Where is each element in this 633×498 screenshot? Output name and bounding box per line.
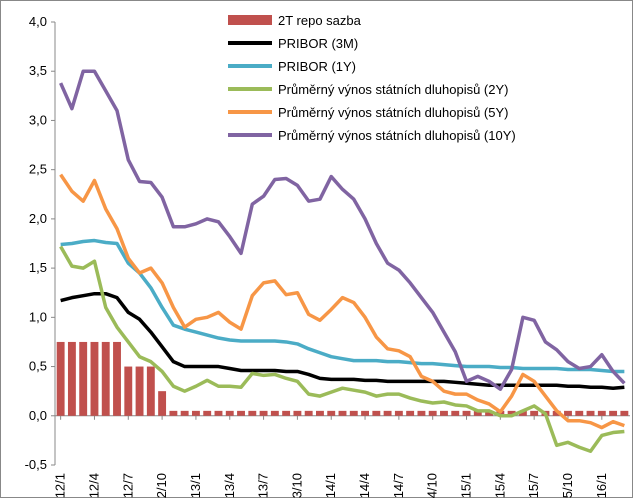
- legend-label: Průměrný výnos státních dluhopisů (10Y): [278, 128, 516, 143]
- legend-swatch: [228, 15, 272, 25]
- bar: [473, 410, 482, 416]
- bar: [191, 410, 200, 416]
- bar: [180, 410, 189, 416]
- y-tick-label: 4,0: [29, 14, 47, 29]
- x-tick-label: 2015/1: [459, 473, 474, 498]
- bar: [135, 366, 144, 416]
- bar: [518, 410, 527, 416]
- bar: [462, 410, 471, 416]
- line-series: [60, 238, 625, 374]
- legend-label: PRIBOR (3M): [278, 36, 358, 51]
- y-tick-label: 0,5: [29, 359, 47, 374]
- legend-label: Průměrný výnos státních dluhopisů (5Y): [278, 105, 509, 120]
- bar: [113, 341, 121, 416]
- bar: [507, 410, 516, 416]
- bar: [158, 391, 167, 416]
- y-tick-label: 3,5: [29, 63, 47, 78]
- x-tick-label: 2014/4: [357, 473, 372, 498]
- bar: [259, 410, 268, 416]
- bar: [327, 410, 336, 416]
- bar: [270, 410, 279, 416]
- bar: [530, 410, 539, 416]
- bar: [485, 410, 494, 416]
- line-series: [59, 69, 626, 391]
- bar: [440, 410, 448, 416]
- line-series: [59, 173, 625, 430]
- bar: [101, 341, 110, 416]
- bar: [338, 410, 347, 416]
- x-tick-label: 2014/1: [323, 473, 338, 498]
- bar: [620, 410, 629, 416]
- x-tick-label: 2012/1: [53, 473, 68, 498]
- bar: [237, 410, 245, 416]
- bar: [564, 410, 572, 416]
- bar: [406, 410, 415, 416]
- y-tick-label: 1,0: [29, 309, 47, 324]
- bar: [349, 410, 358, 416]
- y-tick-label: 2,0: [29, 211, 47, 226]
- x-tick-label: 2014/7: [391, 473, 406, 498]
- bar: [225, 410, 234, 416]
- x-tick-label: 2014/10: [425, 473, 440, 498]
- x-tick-label: 2016/1: [594, 473, 609, 498]
- bar: [214, 410, 223, 416]
- x-tick-label: 2012/10: [154, 473, 169, 498]
- legend-label: Průměrný výnos státních dluhopisů (2Y): [278, 82, 509, 97]
- x-tick-label: 2015/7: [526, 473, 541, 498]
- y-tick-label: 2,5: [29, 162, 47, 177]
- legend-label: 2T repo sazba: [278, 13, 362, 28]
- bar: [383, 410, 392, 416]
- bar: [169, 410, 178, 416]
- bar: [428, 410, 437, 416]
- y-tick-label: 3,0: [29, 112, 47, 127]
- bar: [124, 366, 133, 416]
- bar: [90, 341, 99, 416]
- x-tick-label: 2013/7: [256, 473, 271, 498]
- bar: [597, 410, 606, 416]
- x-tick-label: 2013/1: [188, 473, 203, 498]
- bar: [372, 410, 381, 416]
- x-tick-label: 2015/4: [492, 473, 507, 498]
- legend-label: PRIBOR (1Y): [278, 59, 356, 74]
- line-series: [59, 245, 625, 453]
- bar: [609, 410, 618, 416]
- bar: [394, 410, 403, 416]
- bar: [146, 366, 155, 416]
- bar: [575, 410, 584, 416]
- bar: [552, 410, 561, 416]
- bar: [316, 410, 324, 416]
- bar: [293, 410, 302, 416]
- x-tick-label: 2015/10: [560, 473, 575, 498]
- bar: [282, 410, 291, 416]
- x-tick-label: 2012/7: [120, 473, 135, 498]
- bar: [361, 410, 369, 416]
- y-tick-label: 1,5: [29, 260, 47, 275]
- bar: [79, 341, 88, 416]
- line-series: [60, 291, 625, 390]
- x-tick-label: 2012/4: [86, 473, 101, 498]
- bar: [451, 410, 460, 416]
- bar: [56, 341, 65, 416]
- bar: [203, 410, 212, 416]
- bar: [67, 341, 76, 416]
- bar: [586, 410, 595, 416]
- x-tick-label: 2013/4: [222, 473, 237, 498]
- x-tick-label: 2013/10: [289, 473, 304, 498]
- bar: [248, 410, 257, 416]
- bar: [417, 410, 426, 416]
- y-tick-label: -0,5: [25, 457, 47, 472]
- bar: [304, 410, 313, 416]
- y-tick-label: 0,0: [29, 408, 47, 423]
